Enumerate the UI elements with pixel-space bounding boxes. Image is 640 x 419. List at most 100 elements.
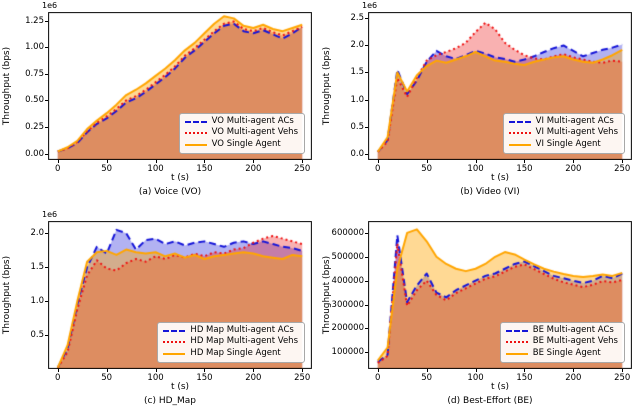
y-axis-label: Throughput (bps) — [322, 255, 332, 335]
legend-line-sample-vehs — [508, 132, 531, 135]
subplot-caption: (d) Best-Effort (BE) — [447, 396, 533, 406]
y-tick-label: 500000 — [331, 251, 364, 262]
x-tick-label: 250 — [614, 373, 631, 383]
legend-label: HD Map Multi-agent ACs — [190, 324, 294, 335]
legend-label: VO Multi-agent ACs — [211, 115, 294, 126]
y-tick-label: 0.00 — [25, 148, 44, 159]
x-tick-label: 50 — [101, 164, 113, 174]
x-tick-label: 0 — [375, 164, 381, 174]
y-tick-label: 1.25 — [25, 15, 44, 26]
y-tick-mark — [365, 72, 368, 74]
x-axis-label: t (s) — [490, 173, 510, 183]
legend-label: VO Multi-agent Vehs — [211, 127, 298, 138]
x-tick-label: 250 — [294, 373, 311, 383]
legend-label: VO Single Agent — [211, 139, 281, 150]
y-axis-label: Throughput (bps) — [322, 46, 332, 126]
x-tick-label: 150 — [196, 164, 213, 174]
y-tick-label: 0.50 — [25, 95, 44, 106]
plot-area-voice: VO Multi-agent ACs VO Multi-agent Vehs V… — [48, 12, 312, 160]
x-tick-mark — [426, 369, 428, 372]
x-tick-label: 50 — [421, 164, 433, 174]
x-tick-label: 50 — [421, 373, 433, 383]
legend-label: VI Multi-agent Vehs — [535, 127, 618, 138]
legend-line-sample-single — [163, 353, 186, 356]
x-tick-label: 0 — [55, 164, 61, 174]
y-tick-label: 0.25 — [25, 121, 44, 132]
y-tick-mark — [365, 280, 368, 282]
x-tick-mark — [426, 160, 428, 163]
y-tick-mark — [365, 45, 368, 47]
x-tick-mark — [302, 160, 304, 163]
legend-label: BE Single Agent — [532, 348, 601, 359]
y-tick-mark — [365, 99, 368, 101]
x-tick-label: 100 — [467, 373, 484, 383]
y-tick-mark — [365, 352, 368, 354]
x-tick-label: 50 — [101, 373, 113, 383]
y-tick-mark — [45, 335, 48, 337]
y-tick-mark — [45, 73, 48, 75]
y-tick-mark — [365, 232, 368, 234]
y-axis-offset-text: 1e6 — [42, 1, 58, 10]
y-tick-mark — [365, 328, 368, 330]
x-tick-mark — [204, 160, 206, 163]
x-tick-mark — [573, 160, 575, 163]
y-tick-label: 100000 — [331, 347, 364, 358]
y-tick-mark — [365, 304, 368, 306]
x-tick-mark — [475, 369, 477, 372]
x-tick-mark — [204, 369, 206, 372]
y-tick-label: 1.00 — [25, 42, 44, 53]
x-tick-mark — [622, 160, 624, 163]
x-tick-mark — [622, 369, 624, 372]
subplot-caption: (c) HD_Map — [143, 396, 197, 406]
x-tick-mark — [155, 369, 157, 372]
x-tick-label: 200 — [565, 373, 582, 383]
legend-line-sample-acs — [184, 120, 207, 123]
legend-label: HD Map Multi-agent Vehs — [190, 336, 298, 347]
x-tick-mark — [475, 160, 477, 163]
y-tick-mark — [45, 20, 48, 22]
legend-video: VI Multi-agent ACs VI Multi-agent Vehs V… — [502, 112, 625, 154]
x-axis-label: t (s) — [170, 173, 190, 183]
plot-area-besteffort: BE Multi-agent ACs BE Multi-agent Vehs B… — [368, 221, 632, 369]
subplot-caption: (a) Voice (VO) — [138, 187, 202, 197]
y-tick-label: 2.0 — [30, 228, 44, 239]
x-tick-mark — [524, 369, 526, 372]
x-tick-mark — [302, 369, 304, 372]
legend-label: BE Multi-agent Vehs — [532, 336, 618, 347]
legend-label: VI Multi-agent ACs — [535, 115, 614, 126]
subplot-a-voice: Throughput (bps) 1e6 VO Multi-agent ACs … — [0, 0, 320, 210]
x-tick-mark — [377, 160, 379, 163]
plot-area-hdmap: HD Map Multi-agent ACs HD Map Multi-agen… — [48, 221, 312, 369]
legend-besteffort: BE Multi-agent ACs BE Multi-agent Vehs B… — [499, 321, 625, 363]
x-tick-label: 150 — [196, 373, 213, 383]
legend-line-sample-single — [505, 353, 528, 356]
x-tick-label: 0 — [55, 373, 61, 383]
y-tick-label: 300000 — [331, 299, 364, 310]
y-tick-mark — [365, 126, 368, 128]
x-tick-label: 250 — [294, 164, 311, 174]
y-tick-label: 1.0 — [350, 94, 364, 105]
y-tick-label: 0.5 — [30, 330, 44, 341]
x-tick-label: 100 — [147, 164, 164, 174]
x-tick-label: 100 — [147, 373, 164, 383]
y-tick-label: 1.0 — [30, 296, 44, 307]
x-axis-label: t (s) — [170, 382, 190, 392]
x-tick-mark — [57, 369, 59, 372]
x-tick-mark — [57, 160, 59, 163]
legend-line-sample-single — [508, 144, 531, 147]
y-tick-label: 1.5 — [30, 262, 44, 273]
y-tick-mark — [365, 153, 368, 155]
y-tick-label: 2.5 — [350, 13, 364, 24]
y-axis-offset-text: 1e6 — [362, 1, 378, 10]
legend-line-sample-acs — [505, 329, 528, 332]
legend-line-sample-acs — [163, 329, 186, 332]
x-tick-mark — [573, 369, 575, 372]
y-tick-mark — [45, 301, 48, 303]
y-tick-label: 1.5 — [350, 67, 364, 78]
x-tick-label: 250 — [614, 164, 631, 174]
legend-hdmap: HD Map Multi-agent ACs HD Map Multi-agen… — [157, 321, 305, 363]
x-tick-label: 200 — [245, 373, 262, 383]
subplot-caption: (b) Video (VI) — [460, 187, 520, 197]
y-tick-label: 0.0 — [350, 148, 364, 159]
